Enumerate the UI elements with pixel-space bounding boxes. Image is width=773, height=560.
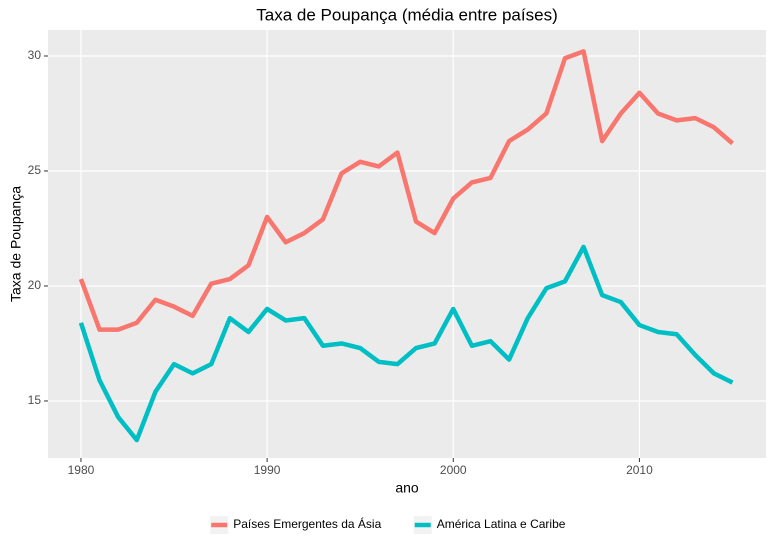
x-tick-label: 2000 (440, 463, 467, 477)
x-tick-label: 1980 (68, 463, 95, 477)
chart-title: Taxa de Poupança (média entre países) (256, 5, 557, 24)
x-tick-label: 2010 (626, 463, 653, 477)
legend-label: América Latina e Caribe (437, 517, 566, 531)
x-tick-label: 1990 (254, 463, 281, 477)
y-axis-label: Taxa de Poupança (8, 186, 24, 302)
line-series (78, 244, 734, 443)
y-tick-label: 30 (28, 48, 42, 62)
y-tick-label: 20 (28, 278, 42, 292)
line-series (78, 49, 734, 332)
y-tick-label: 15 (28, 393, 42, 407)
x-axis-label: ano (395, 480, 419, 496)
legend-label: Países Emergentes da Ásia (233, 516, 381, 531)
y-tick-label: 25 (28, 163, 42, 177)
